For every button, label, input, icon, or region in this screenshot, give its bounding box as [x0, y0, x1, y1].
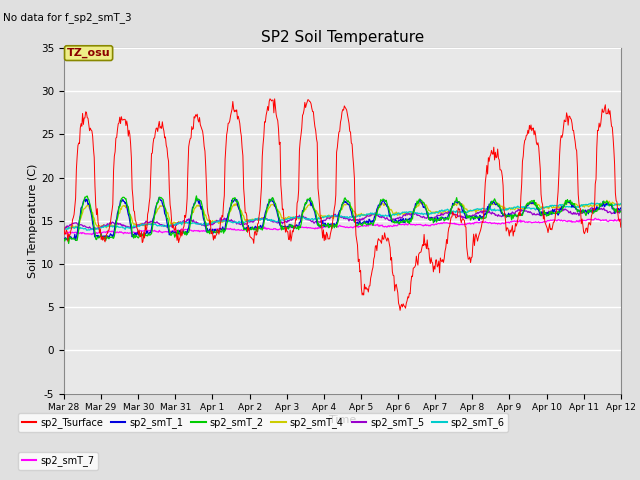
X-axis label: Time: Time [329, 415, 356, 425]
Title: SP2 Soil Temperature: SP2 Soil Temperature [260, 30, 424, 46]
Text: No data for f_sp2_smT_3: No data for f_sp2_smT_3 [3, 12, 132, 23]
Y-axis label: Soil Temperature (C): Soil Temperature (C) [28, 164, 38, 278]
Legend: sp2_smT_7: sp2_smT_7 [18, 452, 98, 470]
Legend: sp2_Tsurface, sp2_smT_1, sp2_smT_2, sp2_smT_4, sp2_smT_5, sp2_smT_6: sp2_Tsurface, sp2_smT_1, sp2_smT_2, sp2_… [18, 413, 508, 432]
Text: TZ_osu: TZ_osu [67, 48, 111, 58]
